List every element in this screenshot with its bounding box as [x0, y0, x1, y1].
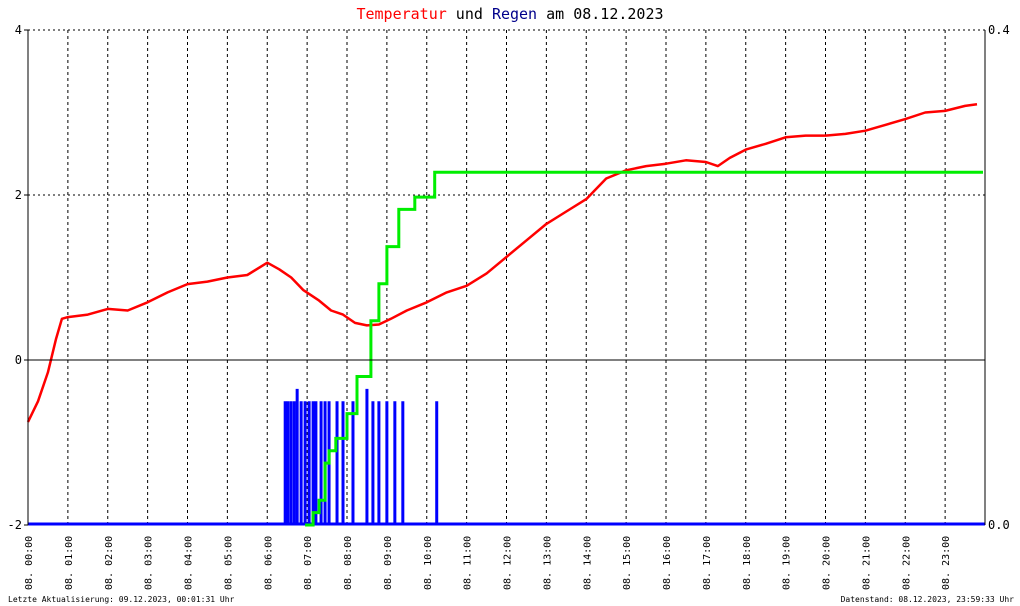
- y-right-tick-label: 0.0: [988, 518, 1010, 532]
- rain-bar: [435, 401, 439, 525]
- x-tick-label: 08. 02:00: [104, 536, 115, 590]
- x-tick-label: 08. 16:00: [662, 536, 673, 590]
- rain-bar: [341, 401, 345, 525]
- title-part-temperature: Temperatur: [356, 5, 446, 23]
- x-tick-label: 08. 13:00: [542, 536, 553, 590]
- x-tick-label: 08. 04:00: [184, 536, 195, 590]
- rain-bar: [319, 401, 323, 525]
- y-right-tick-label: 0.4: [988, 23, 1010, 37]
- axes: [24, 29, 986, 526]
- rain-bar: [295, 388, 299, 525]
- footer-data-state: Datenstand: 08.12.2023, 23:59:33 Uhr: [841, 595, 1015, 604]
- y-left-tick-label: 2: [15, 188, 22, 202]
- title-part-regen: Regen: [492, 5, 537, 23]
- rain-bar: [351, 401, 355, 525]
- rain-bar: [289, 401, 293, 525]
- chart-title: Temperatur und Regen am 08.12.2023: [356, 5, 663, 23]
- rain-bar: [393, 401, 397, 525]
- rain-bar: [303, 401, 307, 525]
- grid: [28, 29, 985, 525]
- rain-bar: [307, 401, 311, 525]
- x-tick-label: 08. 19:00: [782, 536, 793, 590]
- rain-bar: [371, 401, 375, 525]
- series-lines: [26, 103, 983, 527]
- rain-bar: [385, 401, 389, 525]
- x-tick-label: 08. 14:00: [582, 536, 593, 590]
- x-tick-label: 08. 22:00: [901, 536, 912, 590]
- x-tick-label: 08. 11:00: [463, 536, 474, 590]
- x-tick-label: 08. 06:00: [263, 536, 274, 590]
- title-part-date: am 08.12.2023: [537, 5, 663, 23]
- title-part-und: und: [447, 5, 492, 23]
- temperature-line: [26, 103, 978, 423]
- rain-bar: [286, 401, 290, 525]
- x-tick-label: 08. 17:00: [702, 536, 713, 590]
- rain-bar: [283, 401, 287, 525]
- x-tick-label: 08. 03:00: [144, 536, 155, 590]
- x-tick-label: 08. 05:00: [223, 536, 234, 590]
- x-tick-label: 08. 01:00: [64, 536, 75, 590]
- x-tick-label: 08. 12:00: [503, 536, 514, 590]
- rain-bar: [292, 401, 296, 525]
- x-tick-label: 08. 15:00: [622, 536, 633, 590]
- x-tick-label: 08. 23:00: [941, 536, 952, 590]
- x-tick-label: 08. 08:00: [343, 536, 354, 590]
- rain-bar: [311, 401, 315, 525]
- y-left-tick-label: 0: [15, 353, 22, 367]
- rain-bar: [335, 401, 339, 525]
- x-tick-label: 08. 00:00: [24, 536, 35, 590]
- rain-bar: [377, 401, 381, 525]
- rain-sum-line: [305, 170, 983, 527]
- x-tick-label: 08. 20:00: [822, 536, 833, 590]
- rain-bar: [365, 388, 369, 525]
- rain-bars: [28, 388, 985, 526]
- x-tick-label: 08. 07:00: [303, 536, 314, 590]
- x-tick-label: 08. 09:00: [383, 536, 394, 590]
- x-tick-label: 08. 18:00: [742, 536, 753, 590]
- y-left-tick-label: 4: [15, 23, 22, 37]
- x-tick-label: 08. 10:00: [423, 536, 434, 590]
- x-tick-label: 08. 21:00: [861, 536, 872, 590]
- rain-bar: [314, 401, 318, 525]
- rain-bar: [299, 401, 303, 525]
- rain-bar: [401, 401, 405, 525]
- footer-last-update: Letzte Aktualisierung: 09.12.2023, 00:01…: [8, 595, 235, 604]
- tick-labels: 4 2 0 -2 0.4 0.0 08. 00:00 08. 01:00 08. 02:00 08…: [8, 23, 1010, 590]
- y-left-tick-label: -2: [8, 518, 22, 532]
